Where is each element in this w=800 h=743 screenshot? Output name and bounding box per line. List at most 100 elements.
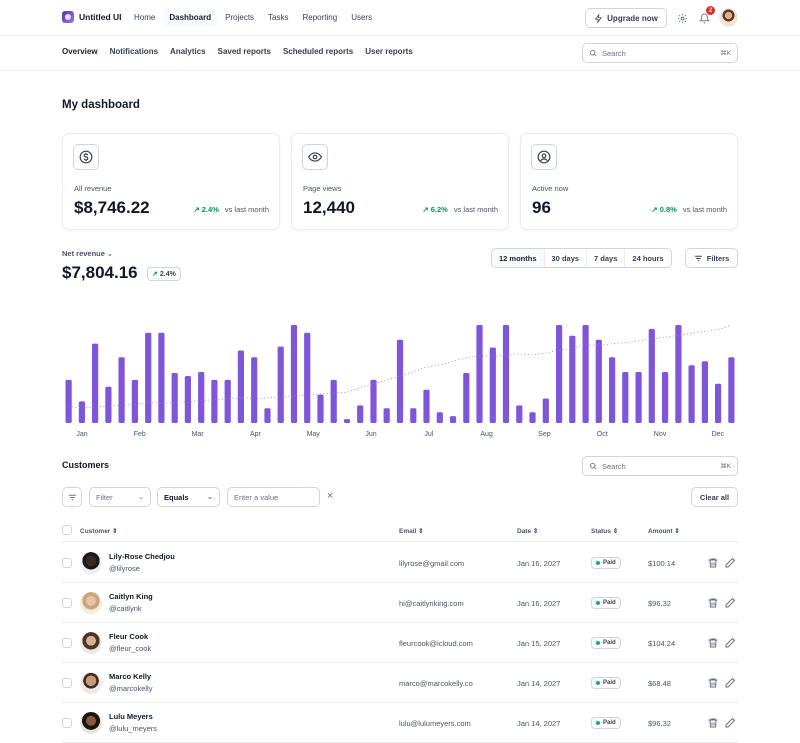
- avatar: [80, 712, 102, 734]
- status-text: Paid: [603, 600, 616, 606]
- tab-user-reports[interactable]: User reports: [365, 47, 413, 56]
- chart-bar: [304, 332, 311, 423]
- range-7-days[interactable]: 7 days: [586, 249, 624, 267]
- upgrade-label: Upgrade now: [607, 13, 658, 23]
- order-date: Jan 16, 2027: [517, 599, 561, 608]
- upgrade-button[interactable]: Upgrade now: [585, 8, 667, 28]
- filter-value-input[interactable]: Enter a value: [227, 487, 320, 507]
- table-row[interactable]: Fleur Cook @fleur_cook fleurcook@icloud.co…: [62, 623, 738, 663]
- table-row[interactable]: Lily-Rose Chedjou @lilyrose lilyrose@gmail…: [62, 543, 738, 583]
- net-revenue-value: $7,804.16: [62, 263, 138, 282]
- chart-bar: [251, 357, 258, 423]
- column-header-status[interactable]: Status ⇕: [591, 527, 618, 535]
- filter-placeholder: Filter: [96, 492, 113, 502]
- trash-icon[interactable]: [707, 637, 719, 649]
- range-30-days[interactable]: 30 days: [543, 249, 587, 267]
- tab-analytics[interactable]: Analytics: [170, 47, 206, 56]
- search-icon: [589, 49, 597, 57]
- trash-icon[interactable]: [707, 557, 719, 569]
- column-header-amount[interactable]: Amount ⇕: [648, 527, 680, 535]
- customer-handle: @marcokelly: [109, 684, 153, 693]
- nav-item-users[interactable]: Users: [351, 13, 373, 22]
- row-checkbox[interactable]: [62, 718, 72, 728]
- trash-icon[interactable]: [707, 597, 719, 609]
- table-row[interactable]: Marco Kelly @marcokelly marco@marcokelly.c…: [62, 663, 738, 703]
- card-icon-box: [302, 144, 328, 170]
- card-icon-box: [73, 144, 99, 170]
- notifications-button[interactable]: [695, 9, 713, 27]
- row-checkbox[interactable]: [62, 678, 72, 688]
- sort-icon: ⇕: [612, 528, 619, 535]
- tab-overview[interactable]: Overview: [62, 47, 98, 56]
- select-all-checkbox[interactable]: [62, 525, 72, 535]
- edit-pencil-icon[interactable]: [724, 637, 736, 649]
- stat-label: Page views: [303, 184, 342, 193]
- gear-icon: [677, 13, 687, 23]
- trash-icon[interactable]: [707, 677, 719, 689]
- filter-toggle-button[interactable]: [62, 487, 82, 507]
- logo[interactable]: Untitled UI: [62, 11, 122, 23]
- row-checkbox[interactable]: [62, 638, 72, 648]
- filters-label: Filters: [706, 253, 730, 263]
- x-axis-tick-label: Jun: [365, 431, 376, 438]
- range-12-months[interactable]: 12 months: [492, 249, 544, 267]
- edit-pencil-icon[interactable]: [724, 677, 736, 689]
- row-checkbox[interactable]: [62, 598, 72, 608]
- trend-up-icon: ↗ 2.4%: [193, 205, 219, 214]
- chart-bar: [476, 325, 483, 423]
- row-checkbox[interactable]: [62, 558, 72, 568]
- table-row[interactable]: Lulu Meyers @lulu_meyers lulu@lulumeyers.c…: [62, 703, 738, 743]
- chart-bar: [290, 325, 298, 423]
- tab-notifications[interactable]: Notifications: [109, 47, 159, 56]
- nav-item-dashboard[interactable]: Dashboard: [163, 8, 218, 27]
- chart-bar: [516, 405, 523, 423]
- x-axis-tick-label: Jul: [424, 431, 433, 438]
- customer-handle: @fleur_cook: [109, 644, 152, 653]
- edit-pencil-icon[interactable]: [724, 597, 736, 609]
- search-shortcut: ⌘K: [720, 462, 731, 470]
- filter-field-select[interactable]: Filter ⌄: [89, 487, 151, 507]
- user-avatar[interactable]: [719, 8, 738, 27]
- edit-pencil-icon[interactable]: [724, 557, 736, 569]
- net-revenue-chart: Jan Feb Mar Apr May Jun Jul Aug Sep Oct Nov Dec: [65, 324, 735, 438]
- clear-all-button[interactable]: Clear all: [691, 487, 738, 507]
- close-icon[interactable]: ×: [327, 490, 334, 502]
- x-axis-tick-label: Aug: [480, 431, 493, 438]
- operator-select[interactable]: Equals ⌄: [157, 487, 220, 507]
- chart-bar: [662, 372, 669, 423]
- column-header-email[interactable]: Email ⇕: [399, 527, 424, 535]
- trash-icon[interactable]: [707, 717, 719, 729]
- settings-button[interactable]: [673, 9, 691, 27]
- nav-item-tasks[interactable]: Tasks: [268, 13, 289, 22]
- stat-change: ↗ 2.4% vs last month: [193, 205, 269, 214]
- range-24-hours[interactable]: 24 hours: [624, 249, 670, 267]
- order-date: Jan 14, 2027: [517, 719, 561, 728]
- table-row[interactable]: Caitlyn King @caitlynk hi@caitlynking.com J…: [62, 583, 738, 623]
- avatar: [80, 632, 102, 654]
- tab-saved-reports[interactable]: Saved reports: [217, 47, 271, 56]
- customer-handle: @lilyrose: [109, 564, 140, 573]
- filter-lines-icon: [68, 494, 76, 500]
- tab-scheduled-reports[interactable]: Scheduled reports: [282, 47, 354, 56]
- column-header-date[interactable]: Date ⇕: [517, 527, 538, 535]
- card-icon-box: [531, 144, 557, 170]
- search-input[interactable]: Search ⌘K: [582, 43, 738, 63]
- filter-lines-icon: [694, 255, 702, 261]
- trend-up-icon: ↗ 0.8%: [651, 205, 677, 214]
- chart-bar: [92, 343, 99, 423]
- net-revenue-dropdown[interactable]: Net revenue ⌄: [62, 249, 113, 258]
- filters-button[interactable]: Filters: [685, 248, 738, 268]
- customer-email: marco@marcokelly.co: [399, 679, 473, 688]
- chart-bar: [675, 325, 682, 423]
- chart-bar: [184, 376, 191, 423]
- customers-search-input[interactable]: Search ⌘K: [582, 456, 738, 476]
- nav-item-reporting[interactable]: Reporting: [302, 13, 338, 22]
- edit-pencil-icon[interactable]: [724, 717, 736, 729]
- stat-change: ↗ 6.2% vs last month: [422, 205, 498, 214]
- nav-item-home[interactable]: Home: [134, 13, 156, 22]
- order-amount: $100.14: [648, 559, 676, 568]
- stat-change-suffix: vs last month: [224, 205, 269, 214]
- nav-item-projects[interactable]: Projects: [225, 13, 255, 22]
- stat-change-percent: 0.8%: [659, 205, 677, 214]
- column-header-customer[interactable]: Customer ⇕: [80, 527, 118, 535]
